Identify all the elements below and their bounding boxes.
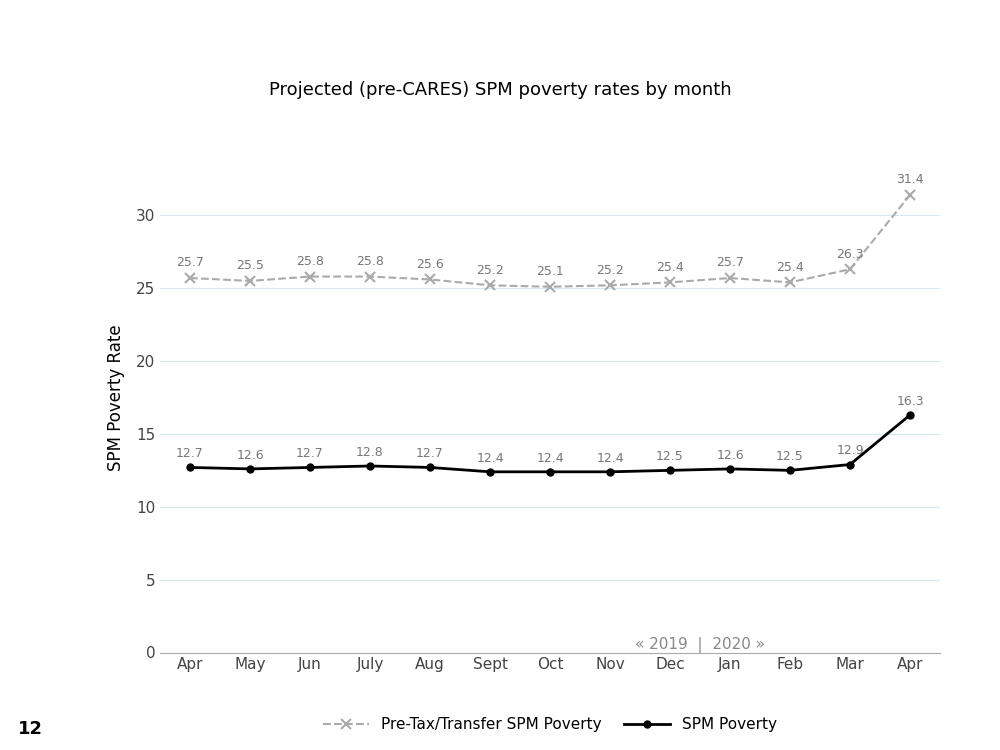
Text: 16.3: 16.3 — [896, 394, 924, 408]
Text: Projected (pre-CARES) SPM poverty rates by month: Projected (pre-CARES) SPM poverty rates … — [269, 81, 731, 99]
Text: 31.4: 31.4 — [896, 173, 924, 186]
Text: 25.7: 25.7 — [716, 256, 744, 269]
Text: 12.5: 12.5 — [656, 450, 684, 463]
Text: 12.4: 12.4 — [476, 452, 504, 464]
Text: 25.7: 25.7 — [176, 256, 204, 269]
Text: 26.3: 26.3 — [836, 248, 864, 260]
Text: 25.8: 25.8 — [296, 255, 324, 268]
Text: 25.4: 25.4 — [656, 261, 684, 274]
Text: 12.6: 12.6 — [236, 448, 264, 461]
Text: 25.4: 25.4 — [776, 261, 804, 274]
Text: 25.8: 25.8 — [356, 255, 384, 268]
Text: 12.7: 12.7 — [176, 447, 204, 460]
Text: 12.6: 12.6 — [716, 448, 744, 461]
Legend: Pre-Tax/Transfer SPM Poverty, SPM Poverty: Pre-Tax/Transfer SPM Poverty, SPM Povert… — [317, 711, 783, 738]
Text: 25.1: 25.1 — [536, 265, 564, 278]
Text: 25.2: 25.2 — [596, 263, 624, 277]
Text: 25.5: 25.5 — [236, 260, 264, 272]
Text: 12.7: 12.7 — [296, 447, 324, 460]
Text: 25.2: 25.2 — [476, 263, 504, 277]
Text: 12.4: 12.4 — [596, 452, 624, 464]
Text: 12: 12 — [18, 720, 43, 738]
Text: 12.7: 12.7 — [416, 447, 444, 460]
Text: 12.8: 12.8 — [356, 446, 384, 459]
Text: 12.9: 12.9 — [836, 444, 864, 458]
Y-axis label: SPM Poverty Rate: SPM Poverty Rate — [107, 324, 125, 471]
Text: 12.5: 12.5 — [776, 450, 804, 463]
Text: 25.6: 25.6 — [416, 258, 444, 271]
Text: 12.4: 12.4 — [536, 452, 564, 464]
Text: « 2019  |  2020 »: « 2019 | 2020 » — [635, 638, 765, 653]
